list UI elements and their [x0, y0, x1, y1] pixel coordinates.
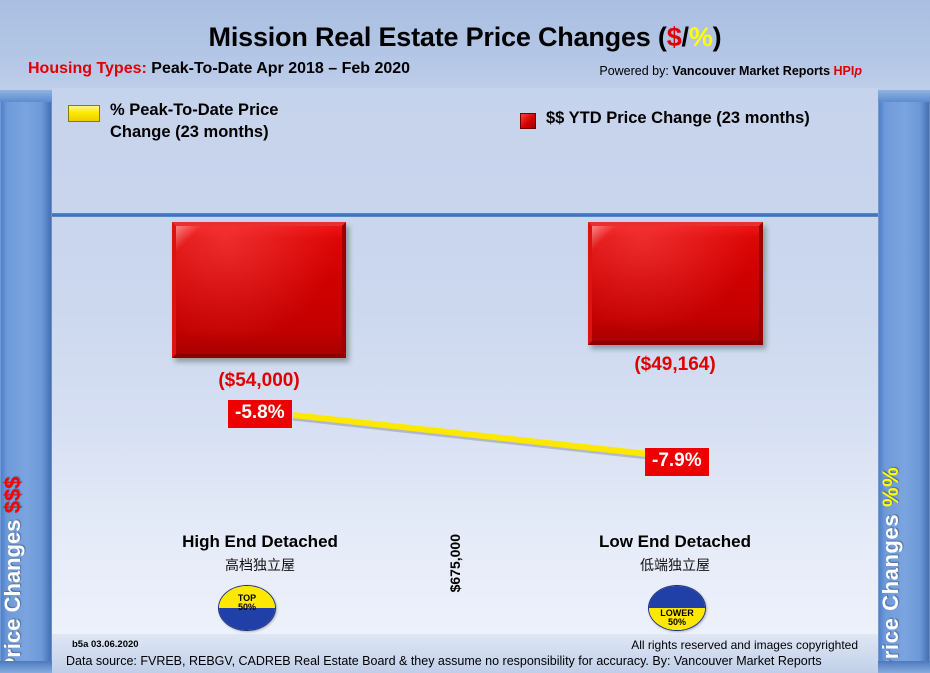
badge-line2: 50%	[667, 617, 686, 628]
badge-line1: LOWER	[660, 608, 694, 618]
legend-percent-line2: Change (23 months)	[110, 122, 269, 141]
legend-red-swatch-icon	[520, 113, 536, 129]
midpoint-price-label: $675,000	[447, 534, 463, 593]
subtitle-range: Peak-To-Date Apr 2018 – Feb 2020	[146, 60, 411, 77]
powered-by-brand: Vancouver Market Reports	[672, 64, 831, 78]
plot-area	[52, 88, 878, 634]
legend-percent-line1: % Peak-To-Date Price	[110, 101, 279, 119]
badge-line1: TOP	[237, 593, 257, 603]
category-label-zh: 低端独立屋	[640, 557, 710, 573]
bar-low-end-detached	[588, 222, 763, 345]
percent-label-low-end: -7.9%	[645, 448, 709, 476]
category-label-en: High End Detached	[182, 532, 338, 551]
badge-half-bottom	[649, 608, 705, 630]
subtitle: Housing Types: Peak-To-Date Apr 2018 – F…	[28, 60, 410, 78]
footer-rights: All rights reserved and images copyright…	[631, 638, 858, 652]
subtitle-label: Housing Types:	[28, 60, 147, 77]
hpi-label: HPI	[833, 64, 855, 78]
bar-high-end-detached	[172, 222, 346, 358]
chart-footer: b5a 03.06.2020 All rights reserved and i…	[52, 634, 878, 673]
title-close-paren: )	[712, 22, 722, 52]
bar-value-low-end: ($49,164)	[634, 354, 716, 375]
title-dollar-symbol: $	[666, 22, 682, 52]
badge-half-bottom	[219, 608, 275, 630]
page-title: Mission Real Estate Price Changes ($/%)	[0, 22, 930, 53]
chart-header: Mission Real Estate Price Changes ($/%) …	[0, 0, 930, 88]
right-axis-rail: Peak-To-Date Price Changes %%	[878, 90, 930, 673]
right-axis-title-text: Peak-To-Date Price Changes	[878, 513, 903, 673]
legend-dollar: $$ YTD Price Change (23 months)	[520, 108, 810, 130]
badge-text-top-50: TOP 50%	[219, 593, 275, 613]
powered-by: Powered by: Vancouver Market Reports HPI…	[599, 64, 862, 78]
title-percent-symbol: %	[688, 22, 713, 52]
legend-dollar-label: $$ YTD Price Change (23 months)	[546, 109, 810, 127]
category-high-end-detached: High End Detached 高档独立屋	[110, 532, 410, 575]
badge-half-top	[649, 586, 705, 608]
bar-highlight	[176, 226, 342, 354]
badge-half-top	[219, 586, 275, 608]
right-axis-title: Peak-To-Date Price Changes %%	[878, 467, 904, 673]
title-main-text: Mission Real Estate Price Changes (	[208, 22, 667, 52]
badge-top-50: TOP 50%	[218, 585, 276, 631]
badge-text-lower-50: LOWER 50%	[649, 608, 705, 628]
percent-label-high-end: -5.8%	[228, 400, 292, 428]
bar-value-high-end: ($54,000)	[218, 370, 300, 391]
bar-highlight	[592, 226, 759, 341]
legend-percent: % Peak-To-Date Price Change (23 months)	[68, 100, 398, 144]
footer-version-id: b5a 03.06.2020	[72, 639, 139, 650]
footer-data-source: Data source: FVREB, REBGV, CADREB Real E…	[66, 654, 822, 668]
left-axis-title-text: Peak-To-Date Price Changes	[0, 519, 25, 673]
badge-lower-50: LOWER 50%	[648, 585, 706, 631]
title-slash: /	[681, 22, 690, 52]
powered-by-prefix: Powered by:	[599, 64, 669, 78]
badge-line2: 50%	[237, 602, 256, 613]
right-axis-percent-symbol: %%	[878, 466, 903, 508]
category-label-zh: 高档独立屋	[225, 557, 295, 573]
legend-percent-label: % Peak-To-Date Price Change (23 months)	[110, 100, 278, 144]
legend-yellow-swatch-icon	[68, 105, 100, 122]
left-axis-dollar-symbol: $$$	[0, 476, 25, 514]
zero-axis-line	[52, 213, 878, 217]
hpi-p-label: p	[854, 64, 862, 78]
left-axis-title: Peak-To-Date Price Changes $$$	[0, 477, 26, 673]
category-label-en: Low End Detached	[598, 532, 752, 551]
category-low-end-detached: Low End Detached 低端独立屋	[525, 532, 825, 575]
left-axis-rail: Peak-To-Date Price Changes $$$	[0, 90, 52, 673]
